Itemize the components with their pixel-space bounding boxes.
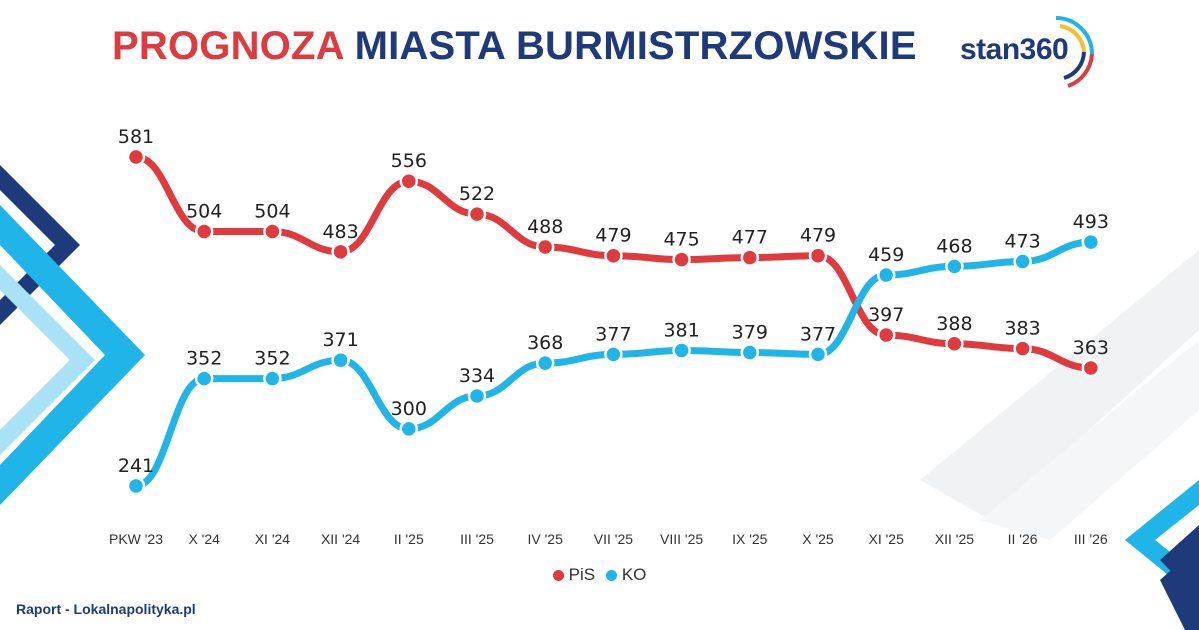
data-label-pis: 556 — [391, 150, 427, 172]
data-label-pis: 504 — [186, 201, 222, 223]
x-tick-label: X '24 — [188, 531, 220, 547]
data-point-ko — [1013, 252, 1032, 271]
x-tick-label: IV '25 — [528, 531, 564, 547]
data-label-ko: 300 — [391, 398, 427, 420]
data-point-ko — [467, 386, 487, 406]
legend-label-pis: PiS — [568, 565, 596, 584]
data-label-pis: 581 — [118, 126, 154, 148]
x-tick-label: VII '25 — [594, 531, 633, 547]
data-label-pis: 477 — [732, 227, 768, 249]
data-label-ko: 473 — [1004, 231, 1040, 253]
x-tick-label: XII '25 — [935, 531, 974, 547]
data-label-pis: 383 — [1004, 318, 1040, 340]
data-label-ko: 241 — [118, 455, 154, 477]
data-label-ko: 377 — [595, 323, 631, 345]
x-tick-label: II '26 — [1008, 531, 1038, 547]
data-point-ko — [808, 345, 828, 364]
data-point-ko — [263, 369, 282, 388]
page-title: PROGNOZA MIASTA BURMISTRZOWSKIE — [112, 24, 917, 69]
data-point-pis — [194, 222, 214, 241]
data-label-pis: 475 — [663, 229, 699, 251]
data-point-pis — [399, 171, 419, 191]
x-tick-label: VIII '25 — [660, 531, 703, 547]
data-point-pis — [604, 246, 623, 265]
data-point-pis — [740, 248, 760, 267]
data-point-pis — [1081, 358, 1101, 378]
data-label-pis: 522 — [459, 183, 495, 205]
data-label-pis: 363 — [1073, 337, 1109, 359]
legend-dot-pis — [552, 569, 564, 581]
legend-dot-ko — [605, 569, 617, 581]
data-label-ko: 381 — [663, 320, 699, 342]
data-label-ko: 368 — [527, 332, 563, 354]
title-part-red: PROGNOZA — [112, 24, 344, 68]
data-label-pis: 479 — [595, 225, 631, 247]
data-point-ko — [740, 343, 760, 362]
data-label-ko: 377 — [800, 323, 836, 345]
x-tick-label: X '25 — [802, 531, 834, 547]
data-point-ko — [672, 341, 691, 360]
stan360-logo: stan360 — [960, 8, 1100, 92]
x-tick-label: PKW '23 — [109, 531, 163, 547]
data-point-pis — [263, 222, 282, 241]
data-label-ko: 459 — [868, 244, 904, 266]
x-tick-label: IX '25 — [732, 531, 768, 547]
x-tick-label: XII '24 — [321, 531, 360, 547]
legend-item-pis: PiS — [552, 565, 596, 585]
data-point-ko — [126, 476, 146, 496]
x-tick-label: II '25 — [394, 531, 424, 547]
data-point-ko — [535, 353, 555, 373]
data-point-pis — [876, 325, 896, 345]
x-tick-label: XI '24 — [255, 531, 291, 547]
data-point-ko — [331, 350, 350, 370]
data-point-pis — [467, 204, 487, 224]
data-point-pis — [535, 237, 555, 257]
logo-text: stan360 — [960, 33, 1069, 66]
data-point-pis — [126, 147, 146, 167]
legend-label-ko: KO — [621, 565, 647, 584]
data-point-ko — [945, 257, 964, 276]
source-footer: Raport - Lokalnapolityka.pl — [16, 601, 196, 617]
data-label-ko: 334 — [459, 365, 495, 387]
data-label-ko: 468 — [936, 235, 972, 257]
data-point-pis — [672, 250, 691, 269]
data-label-ko: 379 — [732, 321, 768, 343]
x-tick-label: III '25 — [460, 531, 494, 547]
x-tick-label: XI '25 — [869, 531, 905, 547]
data-label-pis: 488 — [527, 216, 563, 238]
data-label-pis: 483 — [322, 221, 358, 243]
data-label-pis: 397 — [868, 304, 904, 326]
series-line-pis — [132, 153, 1095, 372]
data-label-ko: 352 — [254, 348, 290, 370]
data-label-ko: 493 — [1073, 211, 1109, 233]
data-point-ko — [604, 345, 623, 364]
data-point-pis — [808, 246, 828, 265]
x-tick-label: III '26 — [1074, 531, 1108, 547]
data-point-ko — [399, 419, 419, 439]
legend-item-ko: KO — [605, 565, 647, 585]
data-point-pis — [331, 242, 350, 262]
data-point-ko — [876, 265, 896, 285]
data-point-pis — [1013, 339, 1032, 358]
logo-arcs-icon — [1055, 16, 1094, 88]
data-label-pis: 388 — [936, 313, 972, 335]
chart-legend: PiS KO — [0, 565, 1199, 586]
data-point-pis — [945, 334, 964, 354]
data-label-pis: 479 — [800, 225, 836, 247]
data-point-ko — [194, 369, 214, 388]
data-point-ko — [1081, 232, 1101, 252]
data-label-ko: 352 — [186, 348, 222, 370]
data-label-pis: 504 — [254, 201, 290, 223]
title-part-blue: MIASTA BURMISTRZOWSKIE — [354, 24, 917, 68]
data-label-ko: 371 — [322, 329, 358, 351]
